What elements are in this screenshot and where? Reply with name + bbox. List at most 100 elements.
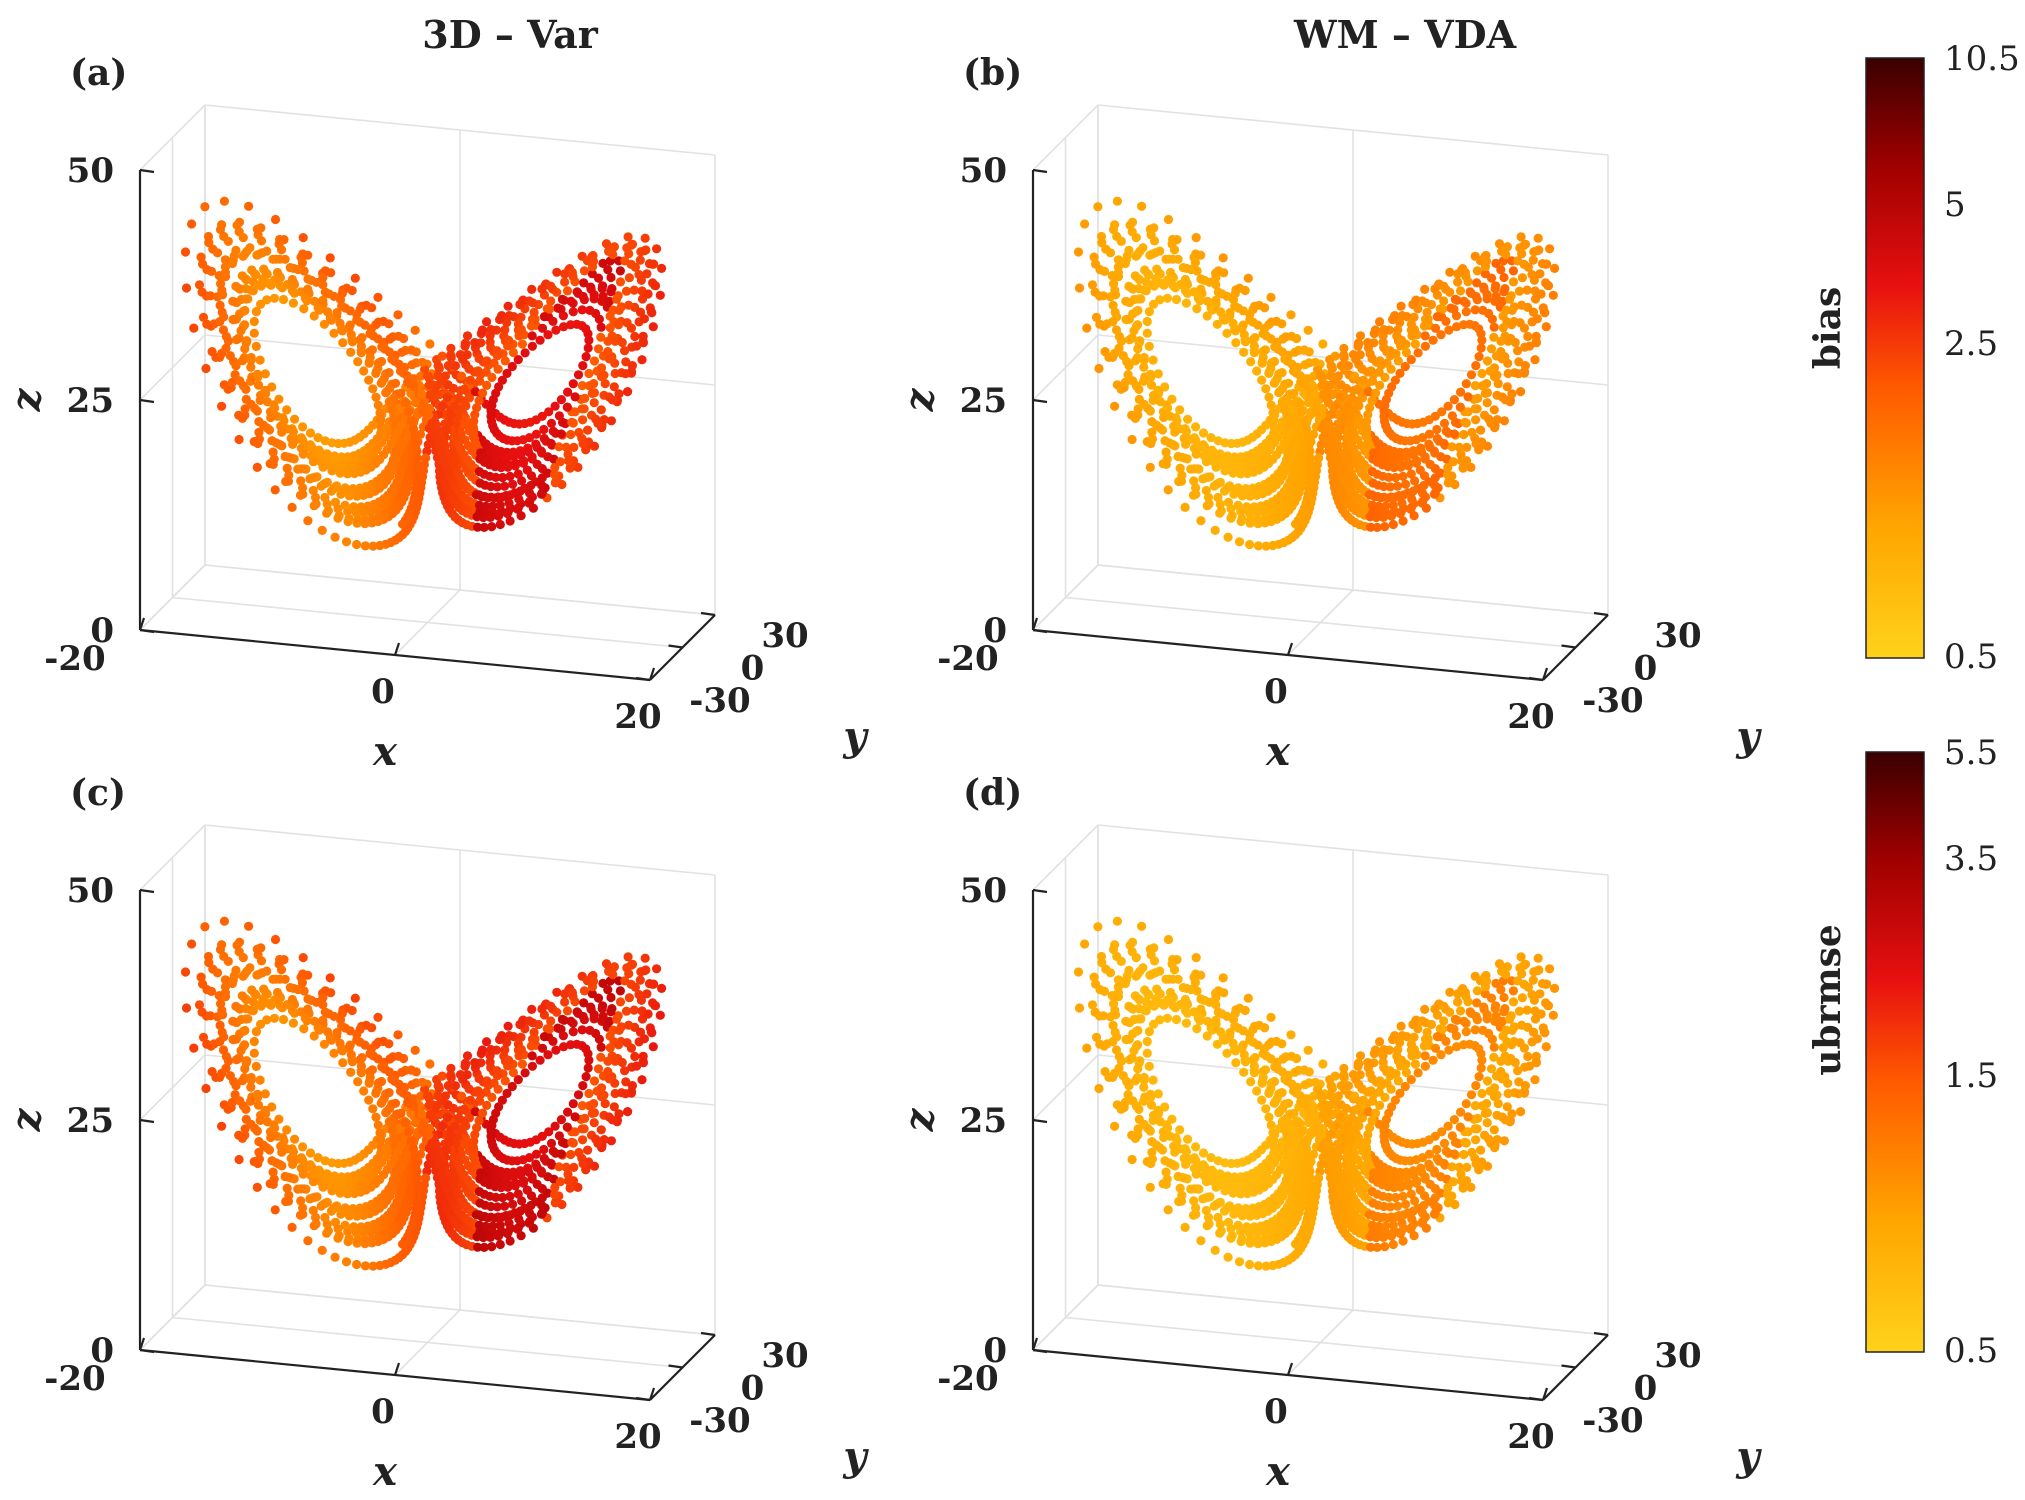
data-point [249,328,259,338]
data-point [384,1067,394,1077]
data-point [546,1001,556,1011]
data-point [227,377,237,387]
y-tick-label: 30 [761,616,808,656]
data-point [285,263,295,273]
data-point [425,1059,435,1069]
panel-a-grid [139,104,716,681]
data-point [554,442,564,452]
data-point [482,1037,492,1047]
data-point [1242,468,1252,479]
data-point [1168,234,1178,245]
data-point [478,512,488,523]
data-point [1091,1032,1102,1042]
data-point [1510,337,1520,348]
x-tick-label: 20 [614,697,661,737]
data-point [1383,493,1393,503]
data-point [282,463,292,473]
data-point [256,956,267,966]
data-point [1454,1162,1464,1172]
data-point [537,480,547,490]
data-point [511,1178,521,1188]
data-point [243,1014,253,1024]
data-point [1222,291,1232,301]
x-tick-label: -20 [937,639,998,679]
data-point [1463,407,1473,417]
data-point [225,351,235,361]
data-point [430,1146,440,1157]
data-point [649,979,659,989]
data-point [287,1144,297,1154]
data-point [1231,1058,1241,1068]
data-point [1461,379,1471,389]
data-point [1355,331,1366,341]
x-tick-label: 0 [371,1392,395,1432]
data-point [1548,1010,1558,1020]
data-point [589,379,599,389]
data-point [1400,361,1410,372]
data-point [180,967,191,977]
data-point [425,390,435,400]
data-point [1471,439,1481,449]
data-point [387,1125,397,1135]
data-point [487,501,498,511]
data-point [563,387,573,397]
data-point [417,1109,427,1119]
data-point [393,1051,403,1061]
data-point [1178,263,1188,273]
data-point [1473,393,1483,403]
data-point [1159,412,1169,423]
data-point [609,962,620,972]
data-point [1130,356,1141,366]
data-point [1269,356,1280,367]
data-point [1481,256,1492,266]
data-point [1454,442,1464,452]
data-point [1268,408,1278,418]
data-point [1286,331,1296,341]
data-point [1528,255,1538,265]
data-point [1419,480,1429,491]
data-point [360,541,370,551]
data-point [588,256,599,266]
data-point [573,288,583,298]
data-point [376,415,386,425]
data-point [1183,414,1193,424]
panel-label-d: (d) [963,772,1022,814]
data-point [373,334,383,344]
data-point [1240,337,1251,347]
data-point [596,405,606,415]
data-point [1420,284,1430,294]
data-point [1508,986,1518,996]
data-point [1181,298,1191,308]
data-point [524,498,534,508]
data-point [1397,460,1407,470]
data-point [556,429,566,439]
data-point [1151,420,1161,430]
data-point [459,1104,469,1114]
data-point [589,1076,600,1086]
data-point [527,284,537,294]
data-point [1109,279,1119,289]
data-point [495,500,505,510]
data-point [202,319,212,329]
data-point [1375,356,1385,366]
data-point [550,469,560,480]
data-point [531,1149,542,1159]
data-point [227,258,237,269]
data-point [1198,440,1208,450]
data-point [1542,259,1552,269]
data-point [303,284,313,294]
data-point [1239,1067,1249,1077]
data-point [287,274,297,285]
data-point [283,476,294,486]
data-point [1140,265,1150,275]
data-point [253,438,263,449]
data-point [1164,438,1174,448]
data-point [1303,325,1313,335]
data-point [498,472,508,483]
data-point [1245,315,1255,325]
data-point [1517,273,1527,283]
data-point [437,1121,447,1131]
data-point [1261,384,1271,394]
data-point [368,384,378,394]
